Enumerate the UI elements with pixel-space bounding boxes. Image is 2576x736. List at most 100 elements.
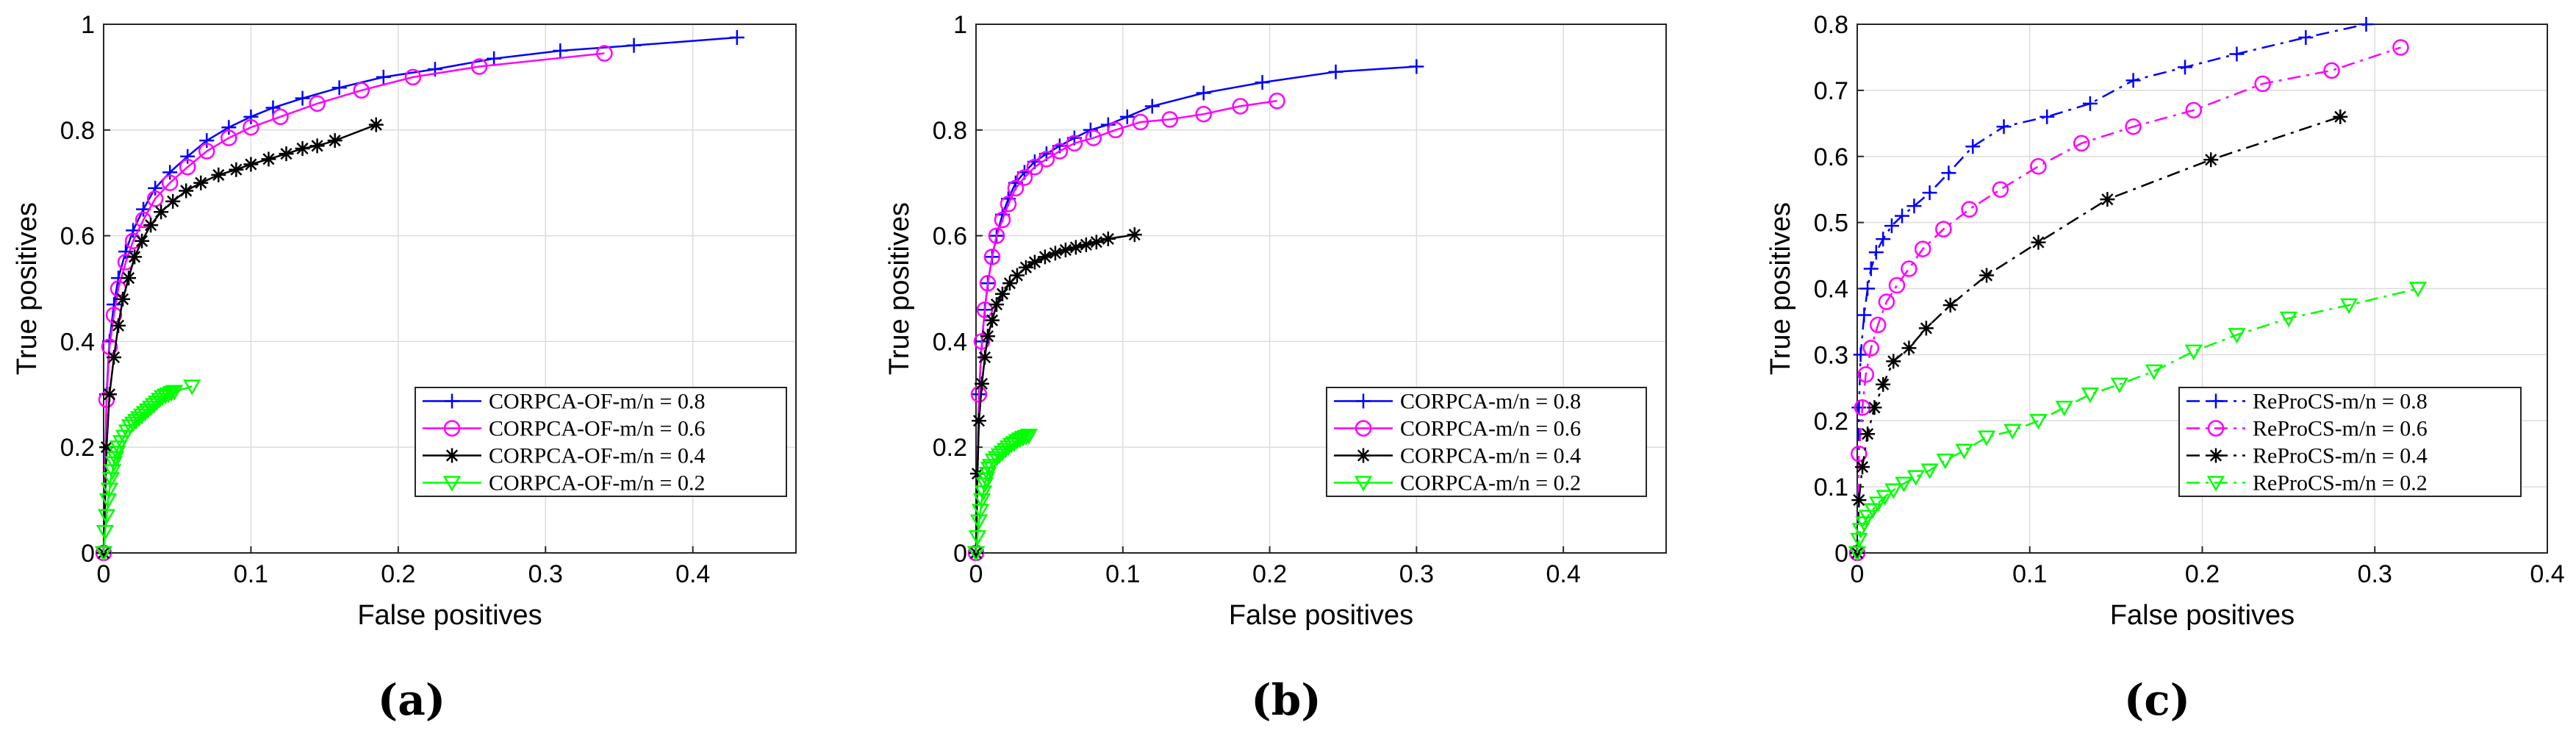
data-point	[1047, 246, 1063, 261]
x-tick-label: 0	[97, 560, 111, 588]
data-point	[2100, 192, 2115, 207]
legend-label: ReProCS-m/n = 0.6	[2253, 417, 2428, 441]
data-point	[2081, 387, 2100, 404]
data-point	[261, 151, 276, 167]
data-point	[309, 95, 326, 112]
legend-label: CORPCA-m/n = 0.2	[1400, 471, 1581, 496]
data-point	[1328, 64, 1343, 79]
legend-marker	[1355, 420, 1372, 437]
axes-box	[975, 24, 1667, 554]
data-point	[1863, 503, 1882, 519]
data-point	[972, 413, 986, 429]
data-point	[974, 485, 993, 501]
data-point	[229, 162, 244, 177]
x-tick-label: 0.4	[1546, 560, 1581, 588]
x-axis-label: False positives	[2110, 600, 2295, 631]
x-tick-label: 0.2	[381, 560, 415, 588]
data-point	[1876, 232, 1891, 247]
data-point	[220, 129, 237, 146]
data-point	[376, 69, 391, 85]
data-point	[984, 453, 1003, 470]
data-point	[1853, 347, 1868, 362]
data-point	[1884, 218, 1899, 234]
data-point	[1161, 111, 1178, 128]
data-point	[996, 443, 1015, 459]
data-point	[1018, 260, 1033, 275]
x-axis-label: False positives	[1229, 600, 1413, 631]
data-point	[1901, 260, 1917, 277]
data-point	[1851, 445, 1868, 462]
legend-box	[2178, 387, 2522, 497]
y-tick-label: 0.2	[933, 434, 967, 462]
panel-caption: (c)	[2124, 675, 2190, 725]
data-point	[1007, 179, 1025, 197]
legend-label: ReProCS-m/n = 0.8	[2253, 390, 2428, 414]
data-point	[295, 90, 310, 106]
data-point	[2003, 424, 2022, 440]
x-axis-label: False positives	[357, 600, 542, 631]
x-tick-label: 0.4	[2530, 560, 2564, 588]
data-point	[138, 403, 157, 419]
series-line	[1856, 46, 2401, 554]
data-point	[1914, 240, 1931, 257]
y-tick-label: 0.5	[1814, 210, 1848, 237]
data-point	[1196, 85, 1211, 101]
y-tick-label: 0.4	[1814, 276, 1848, 304]
data-point	[988, 227, 1005, 244]
y-tick-label: 0.1	[1814, 474, 1848, 501]
data-point	[331, 80, 347, 96]
data-point	[2031, 235, 2046, 250]
data-point	[2228, 328, 2246, 344]
data-point	[987, 451, 1006, 467]
legend-label: CORPCA-OF-m/n = 0.8	[489, 390, 705, 414]
data-point	[2229, 46, 2245, 62]
y-tick-label: 0.6	[1814, 143, 1848, 171]
data-point	[107, 446, 126, 462]
y-tick-label: 0.4	[60, 328, 95, 356]
legend-marker	[2209, 448, 2223, 463]
data-point	[1088, 235, 1104, 250]
legend-marker	[1356, 393, 1371, 409]
data-point	[143, 218, 159, 233]
data-point	[2279, 311, 2298, 327]
y-tick-label: 0.4	[933, 328, 967, 356]
data-point	[2185, 101, 2203, 119]
data-point	[1068, 240, 1083, 255]
x-tick-label: 0.2	[1252, 560, 1287, 588]
data-point	[134, 233, 150, 249]
data-point	[97, 509, 116, 525]
legend: CORPCA-OF-m/n = 0.8 CORPCA-OF-m/n = 0.6 CO…	[415, 387, 787, 497]
data-point	[1132, 113, 1149, 131]
data-point	[193, 175, 209, 190]
data-point	[96, 524, 115, 541]
data-point	[1051, 143, 1069, 160]
series-4	[966, 429, 1038, 562]
legend-label: CORPCA-OF-m/n = 0.4	[489, 444, 705, 468]
data-point	[2125, 118, 2142, 135]
y-axis-label: True positives	[12, 202, 43, 375]
y-tick-label: 0.7	[1814, 77, 1848, 105]
data-point	[327, 133, 342, 149]
data-point	[487, 51, 502, 66]
data-point	[2254, 75, 2271, 93]
data-point	[144, 398, 163, 414]
data-point	[1901, 340, 1917, 356]
data-point	[2110, 377, 2128, 393]
data-point	[1876, 490, 1894, 506]
data-point	[2333, 109, 2348, 124]
series-1	[96, 29, 745, 560]
data-point	[199, 133, 215, 149]
data-point	[1935, 221, 1952, 237]
data-point	[309, 138, 325, 154]
data-point	[101, 472, 121, 488]
data-point	[132, 408, 151, 425]
axes-box	[103, 24, 797, 554]
data-point	[1016, 429, 1036, 446]
panel-caption: (a)	[378, 675, 445, 725]
data-point	[970, 466, 985, 482]
data-point	[243, 118, 259, 136]
data-point	[2178, 60, 2193, 75]
data-point	[2339, 298, 2358, 314]
data-point	[1269, 93, 1285, 110]
legend-label: CORPCA-m/n = 0.4	[1400, 444, 1581, 468]
